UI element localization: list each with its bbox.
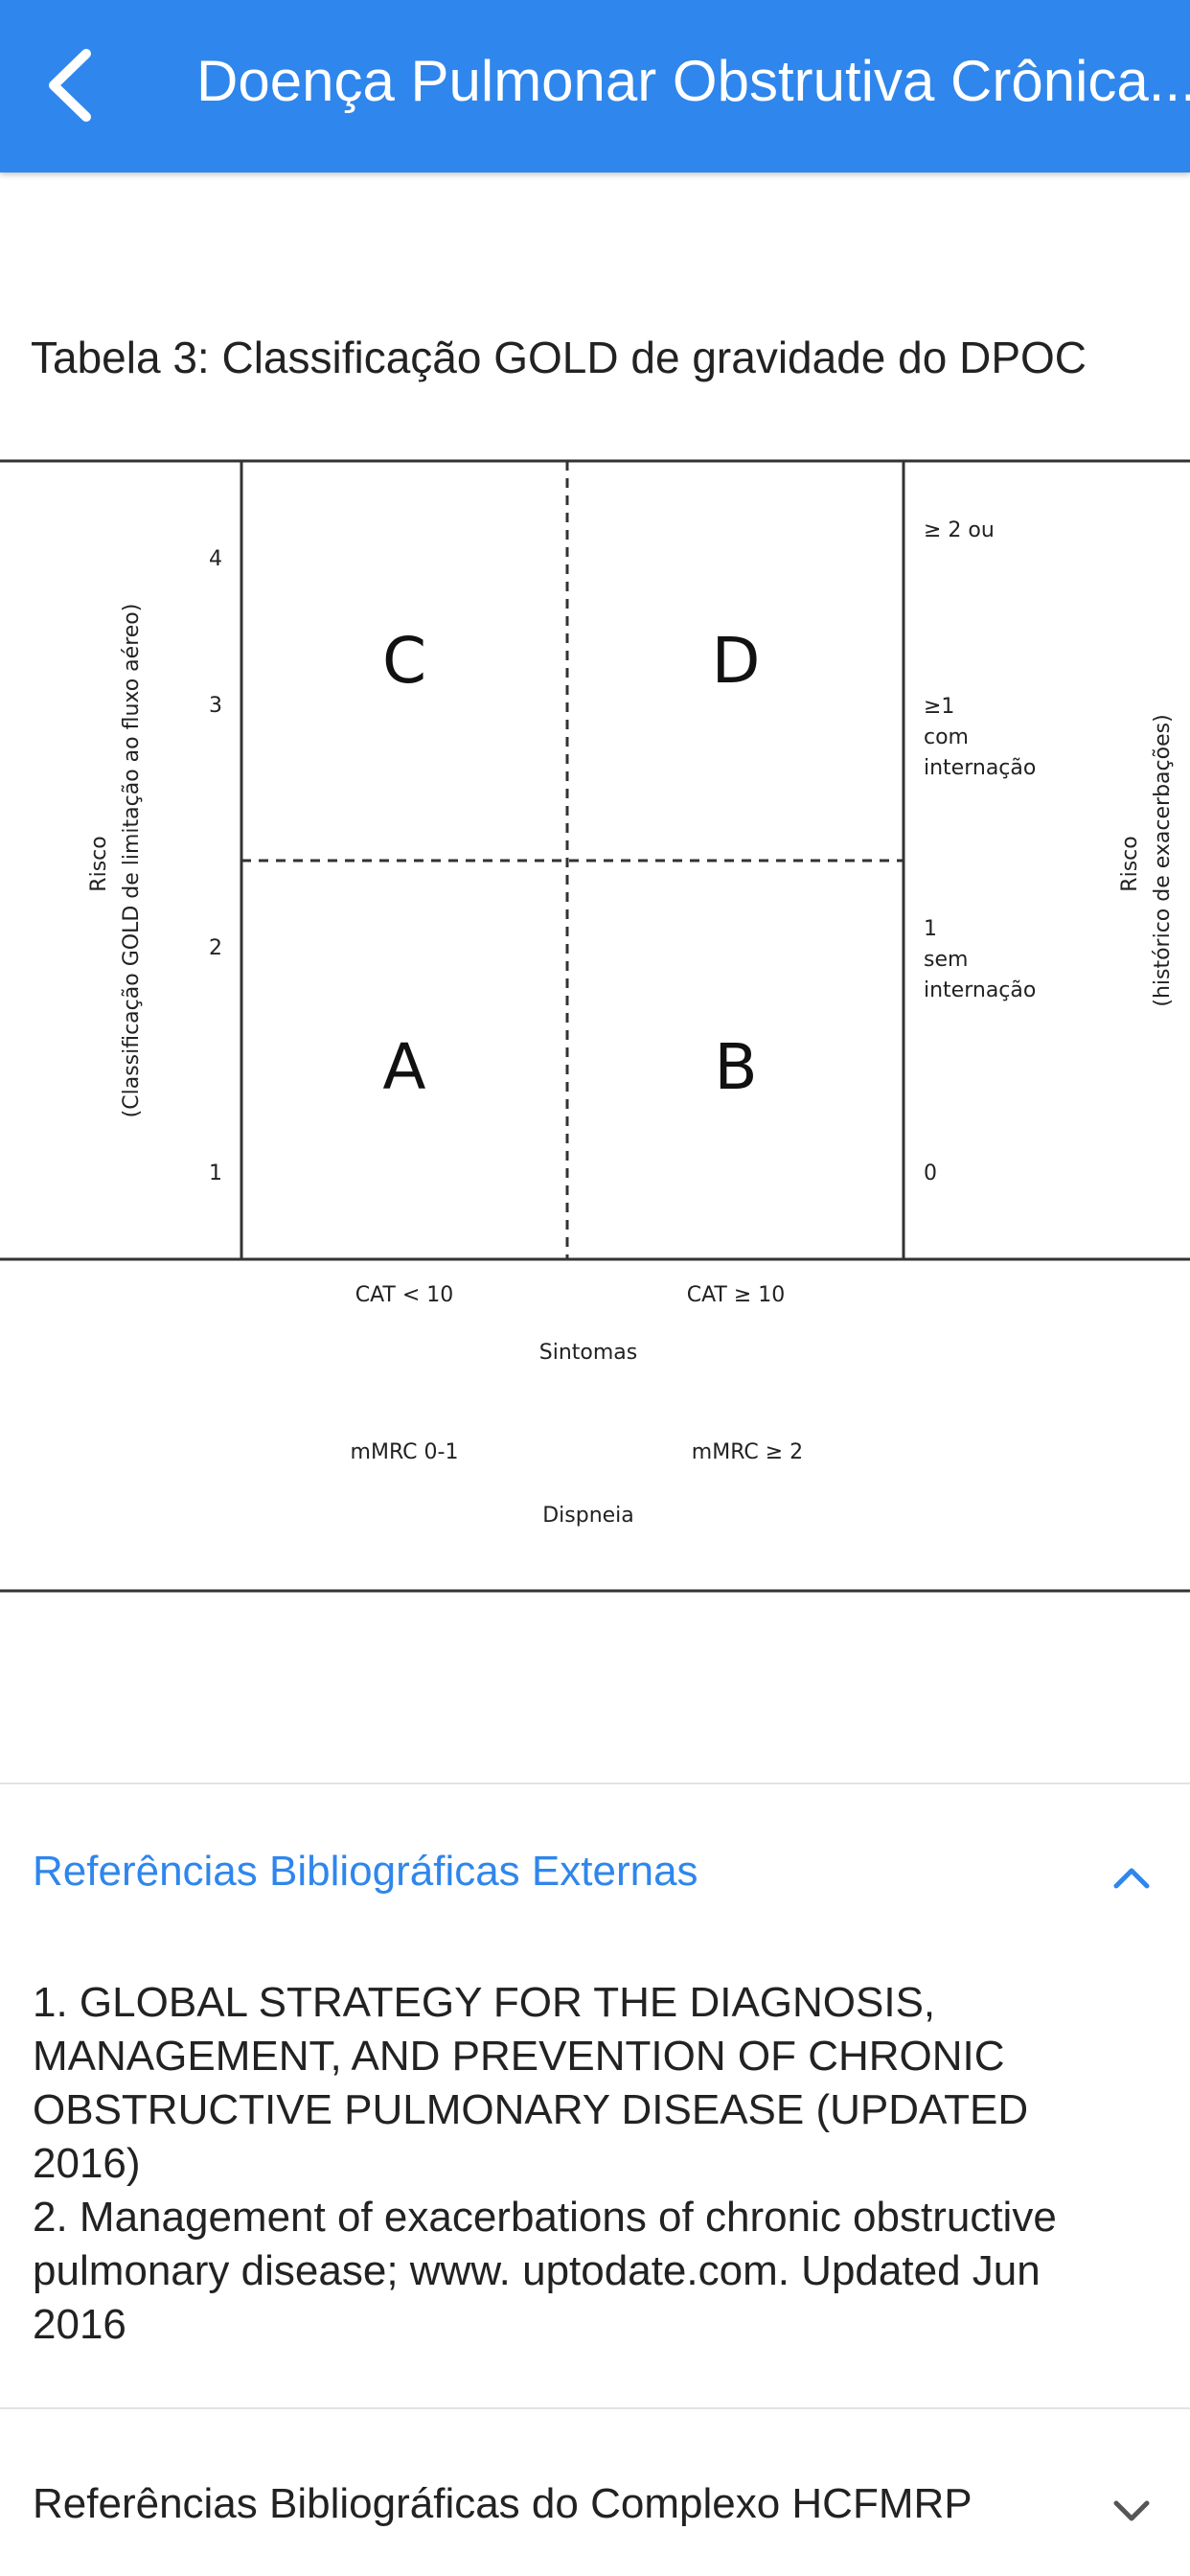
- page-title: Doença Pulmonar Obstrutiva Crônica...: [196, 49, 1190, 113]
- quadrant-c: C: [382, 624, 426, 698]
- left-axis-title: Risco (Classificação GOLD de limitação a…: [87, 604, 144, 1118]
- chevron-left-icon[interactable]: [42, 46, 100, 125]
- left-tick-4: 4: [209, 547, 222, 571]
- chevron-down-icon[interactable]: [1111, 2498, 1152, 2525]
- right-axis-title: Risco (histórico de exacerbações): [1118, 714, 1175, 1006]
- accordion-external-refs-header[interactable]: Referências Bibliográficas Externas: [33, 1848, 698, 1895]
- accordion-hcfmrp-refs-header[interactable]: Referências Bibliográficas do Complexo H…: [33, 2480, 973, 2527]
- quadrant-a: A: [382, 1030, 425, 1104]
- cat-low-label: CAT < 10: [355, 1283, 454, 1307]
- reference-item: 2. Management of exacerbations of chroni…: [33, 2194, 1057, 2348]
- left-tick-1: 1: [209, 1162, 222, 1185]
- right-label-com: com: [924, 725, 969, 749]
- cat-high-label: CAT ≥ 10: [687, 1283, 786, 1307]
- app-header: Doença Pulmonar Obstrutiva Crônica...: [0, 0, 1190, 172]
- right-label-internacao1: internação: [924, 756, 1036, 780]
- symptoms-label: Sintomas: [539, 1341, 637, 1365]
- right-label-ge2: ≥ 2 ou: [924, 518, 995, 542]
- right-label-0: 0: [924, 1162, 937, 1185]
- quadrant-b: B: [714, 1030, 757, 1104]
- right-label-1: 1: [924, 917, 937, 941]
- right-axis-line1: Risco: [1118, 836, 1142, 891]
- accordion-divider: [0, 2407, 1190, 2409]
- chevron-up-icon[interactable]: [1111, 1864, 1152, 1891]
- quadrant-d: D: [712, 624, 761, 698]
- left-axis-line2: (Classificação GOLD de limitação ao flux…: [120, 604, 144, 1118]
- gold-classification-figure: Risco (Classificação GOLD de limitação a…: [0, 459, 1190, 1593]
- right-label-internacao2: internação: [924, 978, 1036, 1002]
- mmrc-high-label: mMRC ≥ 2: [692, 1440, 803, 1464]
- section-divider: [0, 1782, 1190, 1784]
- left-tick-3: 3: [209, 694, 222, 718]
- left-tick-2: 2: [209, 936, 222, 960]
- table-caption: Tabela 3: Classificação GOLD de gravidad…: [31, 333, 1087, 382]
- right-label-sem: sem: [924, 948, 968, 972]
- left-axis-line1: Risco: [87, 836, 111, 891]
- external-refs-content: 1. GLOBAL STRATEGY FOR THE DIAGNOSIS, MA…: [33, 1976, 1134, 2352]
- mmrc-low-label: mMRC 0-1: [351, 1440, 459, 1464]
- dyspnea-label: Dispneia: [542, 1504, 634, 1528]
- right-axis-line2: (histórico de exacerbações): [1151, 714, 1175, 1006]
- reference-item: 1. GLOBAL STRATEGY FOR THE DIAGNOSIS, MA…: [33, 1979, 1029, 2187]
- right-label-ge1: ≥1: [924, 695, 954, 719]
